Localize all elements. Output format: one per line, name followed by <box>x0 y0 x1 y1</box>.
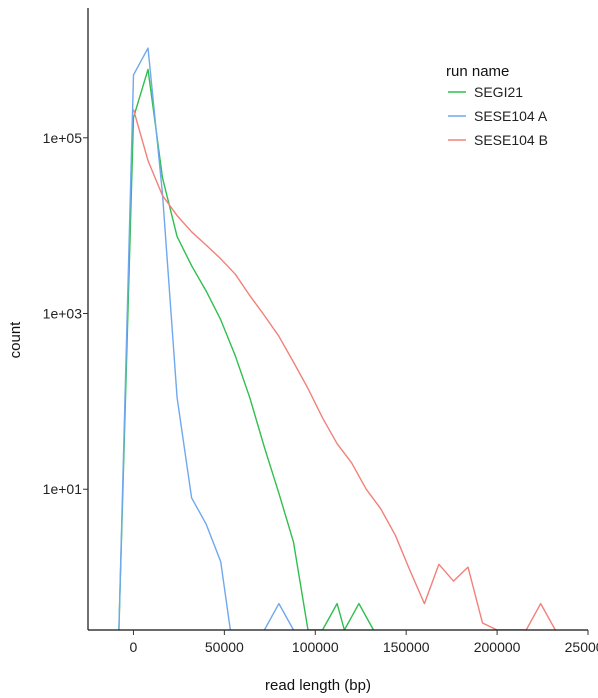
axes-layer: 0 50000 100000 150000 200000 250000 1e+01 1e+03… <box>43 8 598 655</box>
y-tick-label: 1e+03 <box>43 306 83 322</box>
legend-label-0: SEGI21 <box>474 84 523 100</box>
series-line-1 <box>118 47 295 630</box>
legend: run name SEGI21 SESE104 A SESE104 B <box>446 63 548 148</box>
y-tick-label: 1e+05 <box>43 130 83 146</box>
x-axis-title: read length (bp) <box>265 677 371 694</box>
y-tick-label: 1e+01 <box>43 481 83 497</box>
series-line-0 <box>118 68 375 630</box>
lines-layer <box>118 47 556 630</box>
x-tick-label: 150000 <box>383 639 430 655</box>
legend-title: run name <box>446 63 509 80</box>
legend-label-1: SESE104 A <box>474 108 548 124</box>
x-tick-label: 250000 <box>565 639 598 655</box>
legend-label-2: SESE104 B <box>474 132 548 148</box>
x-tick-label: 50000 <box>205 639 244 655</box>
y-axis-title: count <box>7 321 24 359</box>
x-tick-label: 100000 <box>292 639 339 655</box>
series-line-2 <box>132 109 556 630</box>
x-tick-label: 200000 <box>474 639 521 655</box>
x-tick-label: 0 <box>130 639 138 655</box>
